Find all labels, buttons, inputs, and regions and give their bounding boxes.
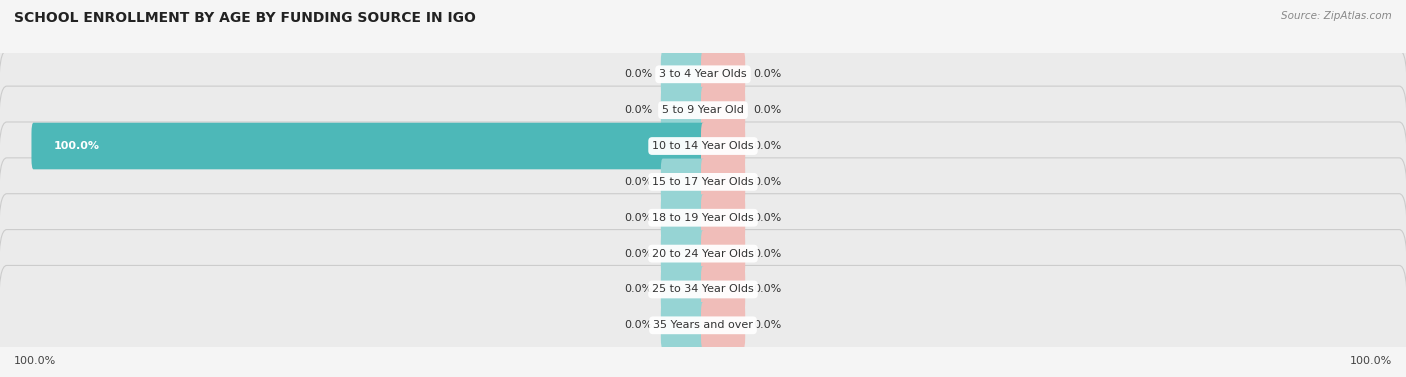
Text: 100.0%: 100.0% <box>14 356 56 366</box>
Text: 0.0%: 0.0% <box>754 285 782 294</box>
FancyBboxPatch shape <box>0 50 1406 170</box>
Text: 20 to 24 Year Olds: 20 to 24 Year Olds <box>652 248 754 259</box>
Text: SCHOOL ENROLLMENT BY AGE BY FUNDING SOURCE IN IGO: SCHOOL ENROLLMENT BY AGE BY FUNDING SOUR… <box>14 11 477 25</box>
FancyBboxPatch shape <box>0 158 1406 277</box>
FancyBboxPatch shape <box>0 122 1406 242</box>
Text: 0.0%: 0.0% <box>754 141 782 151</box>
FancyBboxPatch shape <box>0 230 1406 349</box>
FancyBboxPatch shape <box>702 159 745 205</box>
Text: 10 to 14 Year Olds: 10 to 14 Year Olds <box>652 141 754 151</box>
FancyBboxPatch shape <box>0 194 1406 314</box>
Text: 0.0%: 0.0% <box>624 105 652 115</box>
Text: 0.0%: 0.0% <box>624 177 652 187</box>
FancyBboxPatch shape <box>31 123 704 169</box>
Text: 0.0%: 0.0% <box>754 320 782 330</box>
Text: 35 Years and over: 35 Years and over <box>652 320 754 330</box>
Text: 0.0%: 0.0% <box>624 285 652 294</box>
Text: 0.0%: 0.0% <box>754 213 782 223</box>
Text: 25 to 34 Year Olds: 25 to 34 Year Olds <box>652 285 754 294</box>
FancyBboxPatch shape <box>702 195 745 241</box>
FancyBboxPatch shape <box>661 266 704 313</box>
FancyBboxPatch shape <box>0 265 1406 377</box>
Text: Source: ZipAtlas.com: Source: ZipAtlas.com <box>1281 11 1392 21</box>
Text: 0.0%: 0.0% <box>624 320 652 330</box>
Text: 100.0%: 100.0% <box>1350 356 1392 366</box>
Text: 0.0%: 0.0% <box>754 248 782 259</box>
FancyBboxPatch shape <box>661 195 704 241</box>
Text: 3 to 4 Year Olds: 3 to 4 Year Olds <box>659 69 747 79</box>
Text: 0.0%: 0.0% <box>754 177 782 187</box>
Text: 100.0%: 100.0% <box>53 141 100 151</box>
FancyBboxPatch shape <box>702 230 745 277</box>
FancyBboxPatch shape <box>702 266 745 313</box>
FancyBboxPatch shape <box>702 302 745 349</box>
FancyBboxPatch shape <box>0 14 1406 134</box>
FancyBboxPatch shape <box>661 159 704 205</box>
Text: 0.0%: 0.0% <box>754 69 782 79</box>
Text: 0.0%: 0.0% <box>754 105 782 115</box>
FancyBboxPatch shape <box>661 302 704 349</box>
FancyBboxPatch shape <box>661 87 704 133</box>
Text: 18 to 19 Year Olds: 18 to 19 Year Olds <box>652 213 754 223</box>
Text: 0.0%: 0.0% <box>624 69 652 79</box>
FancyBboxPatch shape <box>702 87 745 133</box>
FancyBboxPatch shape <box>702 51 745 98</box>
Text: 5 to 9 Year Old: 5 to 9 Year Old <box>662 105 744 115</box>
FancyBboxPatch shape <box>702 123 745 169</box>
FancyBboxPatch shape <box>0 86 1406 206</box>
Text: 15 to 17 Year Olds: 15 to 17 Year Olds <box>652 177 754 187</box>
Text: 0.0%: 0.0% <box>624 213 652 223</box>
Text: 0.0%: 0.0% <box>624 248 652 259</box>
FancyBboxPatch shape <box>661 230 704 277</box>
FancyBboxPatch shape <box>661 51 704 98</box>
